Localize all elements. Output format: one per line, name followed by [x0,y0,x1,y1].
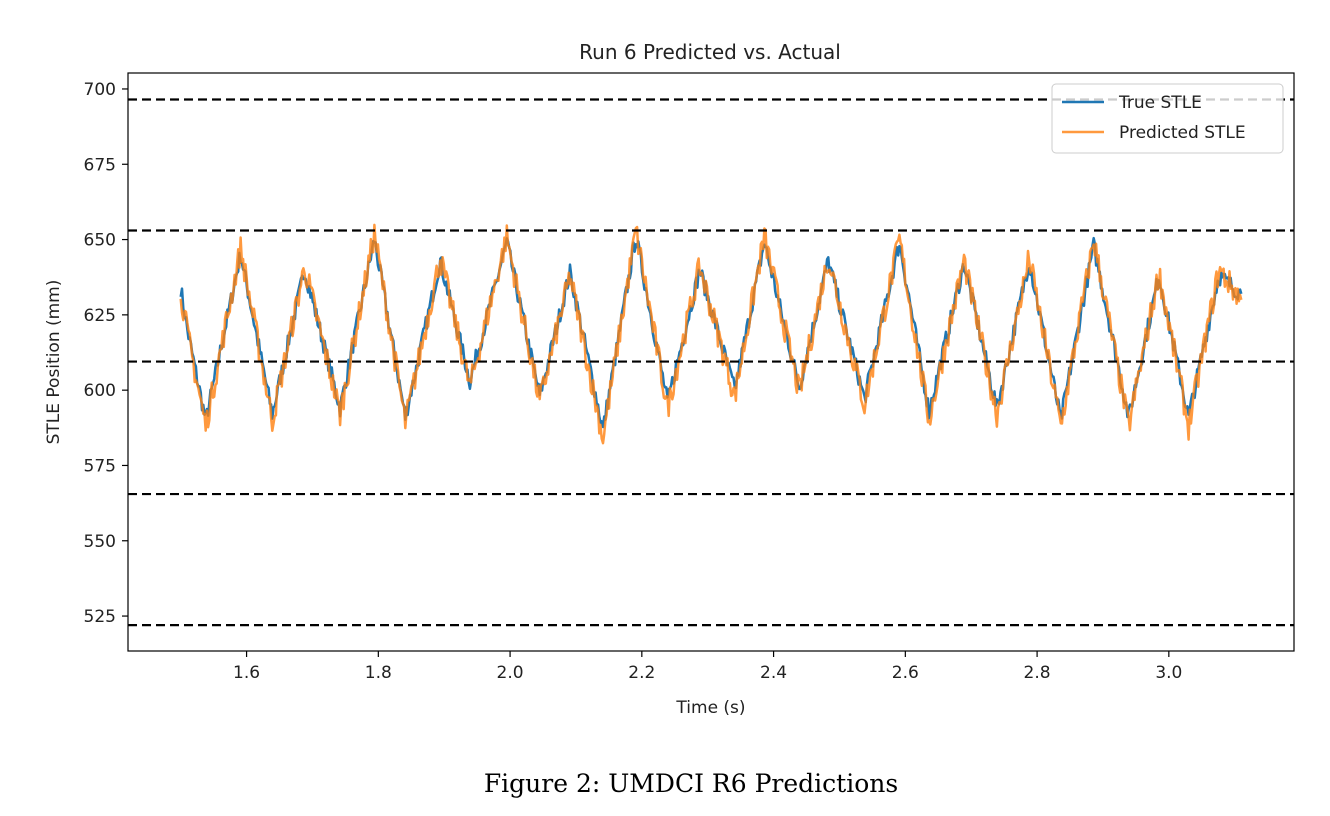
x-tick-label: 2.4 [760,663,787,683]
series-line-predicted-stle [179,223,1243,445]
y-tick-label: 625 [84,306,116,326]
y-tick-label: 650 [84,231,116,251]
figure-caption: Figure 2: UMDCI R6 Predictions [484,769,898,798]
legend-box [1051,83,1284,154]
legend-label-true-stle: True STLE [1118,93,1202,113]
legend-label-predicted-stle: Predicted STLE [1119,123,1246,143]
y-tick-label: 675 [84,155,116,175]
x-axis-label: Time (s) [675,698,745,718]
y-tick-label: 525 [84,607,116,627]
plot-frame [127,72,1295,652]
x-axis: 1.6 1.8 2.0 2.2 2.4 2.6 2.8 3.0 [233,651,1182,683]
y-axis: 525 550 575 600 625 650 675 700 [84,80,128,627]
chart-title: Run 6 Predicted vs. Actual [579,40,841,64]
series-line-true-stle [179,236,1243,429]
y-tick-label: 575 [84,456,116,476]
x-tick-label: 2.0 [497,663,524,683]
series-layer [179,223,1243,445]
x-tick-label: 1.6 [233,663,260,683]
x-tick-label: 2.8 [1024,663,1051,683]
x-tick-label: 1.8 [365,663,392,683]
y-tick-label: 600 [84,381,116,401]
x-tick-label: 3.0 [1155,663,1182,683]
y-tick-label: 700 [84,80,116,100]
legend: True STLE Predicted STLE [1051,83,1284,154]
x-tick-label: 2.2 [628,663,655,683]
y-axis-label: STLE Position (mm) [44,280,64,445]
x-tick-label: 2.6 [892,663,919,683]
y-tick-label: 550 [84,532,116,552]
